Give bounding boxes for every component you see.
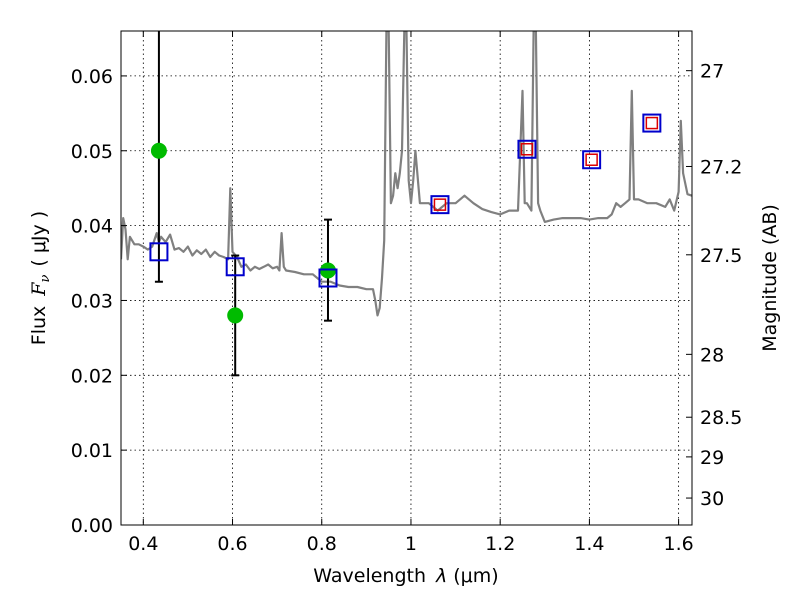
y2-tick-label: 28.5 xyxy=(700,407,742,429)
model-band-square xyxy=(318,268,338,288)
y-tick-label: 0.05 xyxy=(71,141,113,163)
model-band-square xyxy=(430,195,450,215)
y-tick-label: 0.00 xyxy=(71,515,113,537)
y-tick-label: 0.03 xyxy=(71,290,113,312)
observed-point xyxy=(319,262,336,279)
model-narrow-square xyxy=(520,143,534,156)
y-tick-label: 0.06 xyxy=(71,66,113,88)
y-tick-label: 0.04 xyxy=(71,216,113,238)
x-tick-label: 0.4 xyxy=(128,533,158,555)
model-spectrum-line xyxy=(121,31,692,317)
x-tick-label: 0.6 xyxy=(217,533,247,555)
observed-point xyxy=(227,307,244,324)
model-narrow-square xyxy=(645,116,659,130)
y2-tick-label: 30 xyxy=(700,488,724,510)
model-band-square xyxy=(642,113,662,133)
model-narrow-square xyxy=(585,153,598,166)
y-tick-label: 0.01 xyxy=(71,440,113,462)
data-layer xyxy=(121,31,692,377)
model-narrow-square xyxy=(433,198,447,211)
y2-tick-label: 27 xyxy=(700,61,724,83)
y2-axis-label: Magnitude (AB) xyxy=(759,204,781,352)
y-tick-label: 0.02 xyxy=(71,365,113,387)
plot-frame xyxy=(120,30,693,526)
model-band-square xyxy=(582,150,602,170)
grid xyxy=(121,31,692,525)
model-band-square xyxy=(225,257,245,277)
y2-tick-label: 29 xyxy=(700,447,724,469)
y2-tick-label: 28 xyxy=(700,344,724,366)
y2-tick-label: 27.2 xyxy=(700,156,742,178)
x-axis-label: Wavelength λ (μm) xyxy=(313,565,498,587)
x-tick-label: 1.2 xyxy=(485,533,515,555)
y-axis-label: FluxFν( μJy ) xyxy=(28,211,53,345)
x-tick-label: 1.4 xyxy=(574,533,604,555)
model-band-square xyxy=(517,139,537,159)
model-band-square xyxy=(149,242,169,262)
x-tick-label: 1 xyxy=(405,533,417,555)
ticks: 0.4 0.6 0.8 1 1.2 1.4 1.6 0.00 0.01 0.02 0.03 0.04 0… xyxy=(71,31,742,555)
x-tick-label: 1.6 xyxy=(664,533,694,555)
observed-point xyxy=(150,142,167,159)
y2-tick-label: 27.5 xyxy=(700,245,742,267)
x-tick-label: 0.8 xyxy=(307,533,337,555)
